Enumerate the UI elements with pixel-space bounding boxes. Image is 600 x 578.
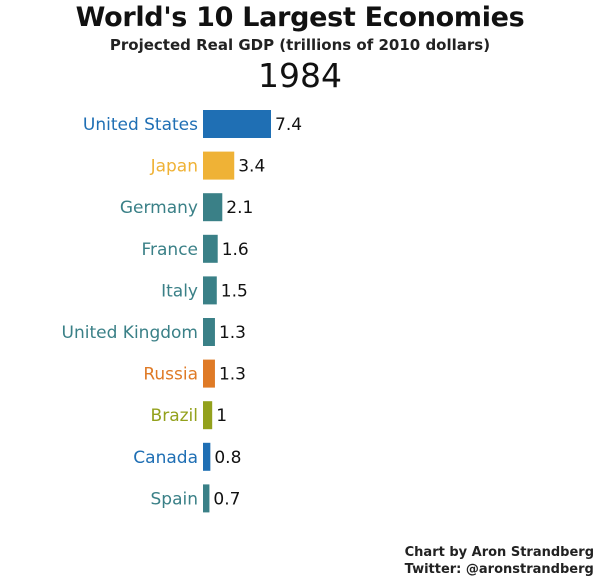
bar bbox=[203, 193, 223, 222]
value-label: 3.4 bbox=[238, 157, 265, 177]
year-label: 1984 bbox=[258, 56, 342, 95]
chart-subtitle: Projected Real GDP (trillions of 2010 do… bbox=[109, 36, 491, 54]
bar bbox=[203, 318, 215, 346]
value-label: 1.5 bbox=[221, 281, 248, 301]
bar bbox=[203, 442, 211, 471]
bar bbox=[203, 359, 215, 388]
category-label: Japan bbox=[150, 157, 198, 177]
credit-author: Chart by Aron Strandberg bbox=[404, 545, 594, 560]
value-label: 1.3 bbox=[219, 323, 246, 343]
bar bbox=[203, 276, 217, 305]
value-label: 0.8 bbox=[214, 448, 241, 468]
bar bbox=[203, 234, 218, 263]
category-label: Brazil bbox=[151, 406, 198, 426]
bar bbox=[203, 110, 271, 138]
category-label: Canada bbox=[133, 448, 198, 468]
value-label: 1.6 bbox=[222, 240, 249, 260]
credit: Chart by Aron Strandberg Twitter: @arons… bbox=[405, 544, 594, 578]
bar bbox=[203, 151, 235, 180]
credit-twitter: Twitter: @aronstrandberg bbox=[404, 562, 594, 577]
value-label: 1.3 bbox=[219, 365, 246, 385]
bar bbox=[203, 401, 213, 430]
category-label: Italy bbox=[161, 281, 198, 301]
category-label: Spain bbox=[151, 489, 199, 509]
category-label: United States bbox=[83, 115, 198, 135]
category-label: France bbox=[141, 240, 198, 260]
value-label: 0.7 bbox=[213, 489, 240, 509]
category-label: United Kingdom bbox=[62, 323, 198, 343]
value-label: 2.1 bbox=[226, 198, 253, 218]
value-label: 7.4 bbox=[275, 115, 302, 135]
chart-title: World's 10 Largest Economies bbox=[75, 2, 525, 33]
category-label: Russia bbox=[143, 365, 198, 385]
bar bbox=[203, 484, 210, 513]
category-label: Germany bbox=[120, 198, 198, 218]
value-label: 1 bbox=[216, 406, 227, 426]
